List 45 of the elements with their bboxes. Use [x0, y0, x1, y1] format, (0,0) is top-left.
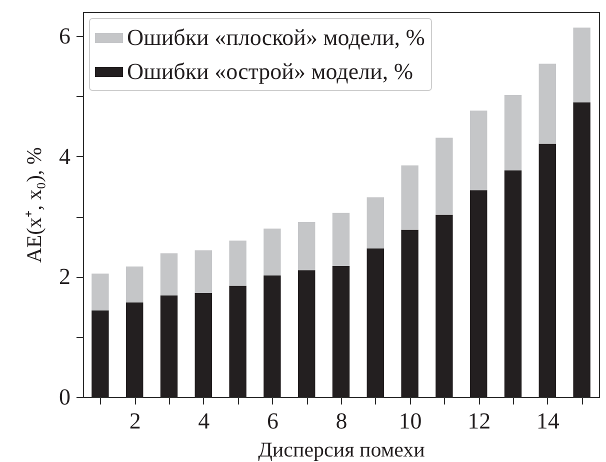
bar: [92, 274, 109, 310]
legend-label: Ошибки «острой» модели, %: [127, 59, 413, 84]
y-tick-label: 4: [59, 144, 71, 169]
x-tick-label: 8: [336, 408, 348, 434]
bar: [194, 292, 212, 397]
bar: [298, 270, 316, 397]
x-tick-label: 4: [198, 408, 210, 434]
x-tick-label: 12: [468, 408, 491, 434]
x-axis-title: Дисперсия помехи: [258, 438, 425, 462]
y-tick-label: 6: [59, 24, 70, 49]
x-tick-label: 6: [266, 408, 278, 434]
bar: [470, 190, 488, 397]
legend-label: Ошибки «плоской» модели, %: [127, 25, 425, 50]
bar: [573, 28, 590, 102]
bar: [264, 228, 281, 276]
bar: [229, 240, 246, 286]
y-axis-title: AE(x⁺, x₀), %: [22, 147, 46, 263]
x-tick-label: 10: [398, 408, 422, 434]
bar: [504, 170, 522, 397]
bar: [538, 64, 556, 144]
x-tick-label: 2: [129, 408, 141, 434]
bar: [401, 165, 418, 230]
bar: [194, 250, 212, 293]
bar: [401, 230, 418, 397]
bar: [470, 110, 488, 190]
bar: [573, 102, 590, 397]
bar: [264, 275, 281, 397]
bar: [332, 212, 350, 266]
bar: [366, 197, 384, 248]
bar: [436, 138, 453, 215]
bar: [160, 253, 178, 296]
x-tick-label: 14: [536, 408, 560, 434]
bar: [504, 95, 522, 170]
bar: [332, 266, 350, 397]
bar: [126, 302, 144, 397]
bar: [160, 295, 178, 397]
y-tick-label: 0: [59, 384, 70, 410]
bar: [436, 214, 453, 397]
y-tick-label: 2: [59, 264, 70, 290]
bar: [92, 310, 109, 397]
bar: [366, 248, 384, 397]
bar: [126, 266, 144, 303]
bar: [229, 286, 246, 397]
bar: [538, 144, 556, 397]
bar: [298, 222, 316, 270]
